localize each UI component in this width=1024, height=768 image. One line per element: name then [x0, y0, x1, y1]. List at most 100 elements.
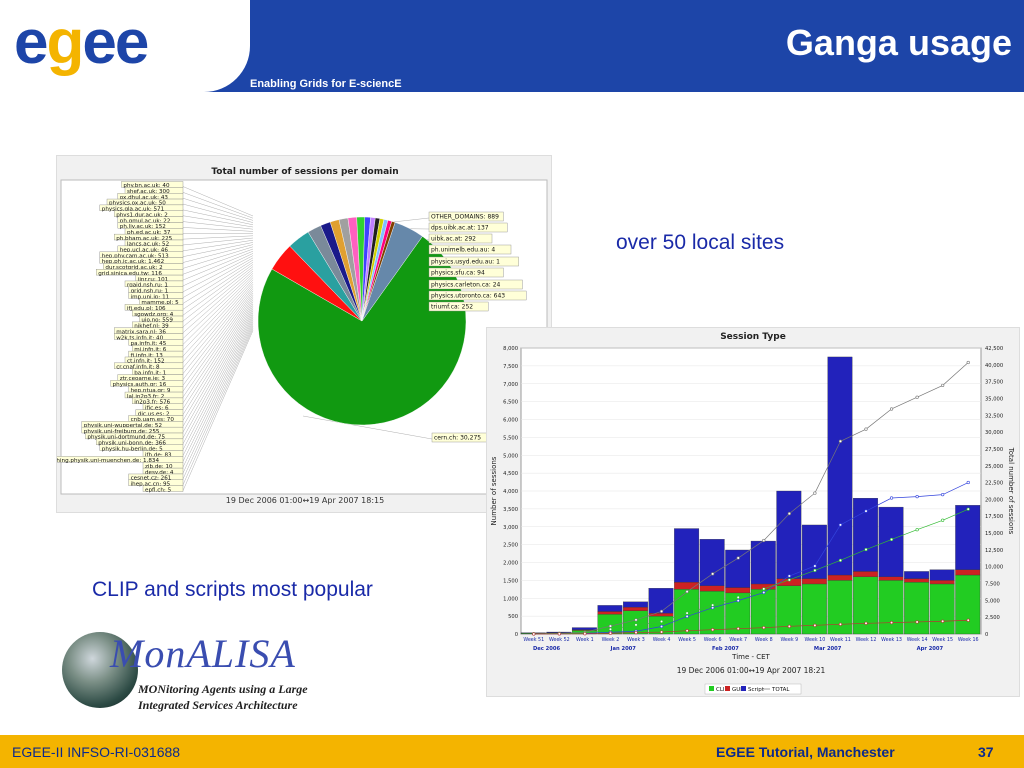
cumulative-point	[634, 618, 638, 622]
bar-y2tick-label: 5,000	[985, 598, 1000, 604]
bar-ytick-label: 3,000	[503, 525, 518, 531]
legend-swatch	[741, 686, 746, 691]
bar-ytick-label: 2,000	[503, 561, 518, 567]
bar-segment-cli	[904, 582, 930, 635]
footer-page-number: 37	[978, 744, 994, 760]
pie-leader-line	[182, 277, 254, 351]
pie-label-box	[428, 279, 523, 290]
pie-slice	[361, 222, 423, 322]
bar-month-label: Apr 2007	[917, 646, 944, 652]
pie-right-label: physics.usyd.edu.au: 1	[431, 259, 500, 266]
pie-left-label: zib.de: 10	[145, 464, 173, 470]
cumulative-point	[838, 622, 843, 626]
bar-ytick-label: 4,000	[503, 489, 518, 495]
pie-leader-line	[182, 266, 254, 322]
cumulative-point	[966, 480, 970, 485]
bar-chart-subtitle: 19 Dec 2006 01:00↔19 Apr 2007 18:21	[677, 666, 826, 675]
pie-leader-line	[182, 203, 254, 223]
bar-segment-script	[853, 497, 878, 572]
pie-leader-line	[182, 284, 254, 368]
cumulative-point	[685, 614, 689, 619]
cumulative-point	[608, 624, 613, 628]
legend-swatch	[709, 686, 714, 691]
cumulative-point	[915, 620, 919, 624]
cumulative-point	[711, 603, 715, 607]
bar-segment-script	[623, 601, 648, 608]
pie-left-label: mamme.pl: 5	[141, 300, 179, 306]
pie-left-label: physics.auth.gr: 16	[113, 382, 167, 388]
pie-leader-line	[182, 255, 254, 292]
pie-left-label: hep.ph.ic.ac.uk: 1,462	[102, 259, 164, 265]
cumulative-point	[762, 587, 766, 591]
pie-leader-line	[182, 192, 254, 219]
bar-segment-script	[827, 356, 853, 576]
bar-segment-cli	[853, 576, 878, 635]
bar-segment-cli	[929, 583, 955, 635]
bar-ytick-label: 2,500	[503, 543, 518, 549]
pie-label-box	[428, 267, 504, 278]
pie-leader-line	[182, 198, 254, 221]
bar-segment-gui	[725, 587, 751, 594]
cumulative-point	[736, 556, 740, 560]
pie-leader-line	[182, 319, 254, 462]
cumulative-point	[966, 618, 970, 622]
bar-segment-gui	[801, 578, 827, 585]
pie-left-label: ijnr.ru: 101	[138, 277, 169, 283]
monalisa-logo: MonALISA MONitoring Agents using a Large…	[62, 630, 352, 720]
cumulative-line	[533, 362, 969, 635]
pie-label-box	[428, 244, 512, 255]
pie-leader-line	[182, 237, 254, 246]
footer-project-id: EGEE-II INFSO-RI-031688	[12, 744, 181, 760]
bar-segment-gui	[699, 585, 725, 592]
pie-left-label: pa.infn.it: 45	[131, 341, 167, 347]
pie-leader-line	[182, 323, 254, 474]
pie-leader-line	[182, 325, 254, 480]
pie-label-box	[428, 290, 527, 301]
bar-y2tick-label: 12,500	[985, 548, 1003, 554]
pie-left-label: shef.ac.uk: 300	[127, 189, 170, 195]
cumulative-point	[659, 609, 664, 613]
pie-leader-line	[182, 227, 254, 232]
cumulative-line	[533, 619, 969, 635]
monalisa-line2: Integrated Services Architecture	[138, 698, 298, 712]
cumulative-point	[762, 590, 766, 595]
pie-leader-line	[182, 273, 254, 339]
cumulative-point	[736, 595, 740, 599]
legend-box	[704, 683, 802, 695]
bar-chart-xlabel: Time - CET	[731, 653, 770, 661]
cumulative-point	[608, 627, 613, 631]
pie-right-label: physics.utoronto.ca: 643	[431, 293, 505, 300]
bar-segment-script	[929, 569, 955, 581]
bar-segment-gui	[955, 569, 981, 576]
bar-segment-gui	[827, 574, 853, 581]
pie-leader-line	[182, 246, 254, 269]
egee-logo-text: egee	[14, 8, 149, 77]
cumulative-point	[685, 629, 689, 633]
legend-label: CLI	[716, 687, 725, 693]
cumulative-point	[813, 623, 817, 627]
pie-left-label: cnb.uam.es: 70	[131, 417, 175, 423]
note-local-sites: over 50 local sites	[616, 231, 785, 254]
bar-xtick-label: Week 9	[780, 637, 798, 643]
cumulative-point	[966, 360, 970, 365]
pie-chart-subtitle: 19 Dec 2006 01:00↔19 Apr 2007 18:15	[226, 496, 384, 505]
pie-leader-line	[182, 279, 254, 357]
bar-xtick-label: Week 3	[627, 637, 645, 643]
cumulative-point	[634, 623, 638, 627]
bar-segment-script	[904, 571, 930, 579]
pie-left-label: ztr.ceoarne.ie: 3	[120, 376, 166, 382]
pie-left-label: dic.us.es: 2	[138, 411, 170, 417]
pie-left-label: hep.phy.cam.ac.uk: 513	[102, 253, 169, 259]
cumulative-point	[659, 630, 664, 634]
bar-segment-cli	[878, 580, 904, 635]
pie-left-label: physik.uni-wuppertal.de: 52	[84, 423, 162, 429]
pie-left-label: sgowdz.org: 4	[134, 312, 174, 318]
pie-left-label: ph.liv.ac.uk: 152	[120, 224, 166, 230]
pie-leader-line	[182, 303, 254, 421]
pie-right-label: cern.ch: 30,275	[434, 435, 481, 442]
pie-leader-line	[182, 330, 254, 491]
pie-leader-line	[182, 244, 254, 263]
bar-ytick-label: 7,000	[503, 382, 518, 388]
bar-segment-script	[571, 627, 597, 630]
pie-leader-line	[182, 317, 254, 456]
